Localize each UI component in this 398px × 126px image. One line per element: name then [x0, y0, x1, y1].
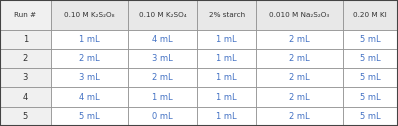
Bar: [128, 0, 197, 30]
Text: 1 mL: 1 mL: [217, 73, 237, 82]
Text: 2 mL: 2 mL: [289, 93, 310, 102]
Text: 1 mL: 1 mL: [217, 35, 237, 44]
Bar: [128, 49, 197, 68]
Bar: [197, 30, 256, 49]
Bar: [128, 30, 197, 49]
Bar: [128, 87, 197, 107]
Bar: [256, 68, 343, 87]
Bar: [0, 68, 51, 87]
Bar: [197, 87, 256, 107]
Text: 0.10 M K₂S₂O₈: 0.10 M K₂S₂O₈: [64, 12, 115, 18]
Bar: [256, 49, 343, 68]
Text: 4 mL: 4 mL: [152, 35, 173, 44]
Bar: [343, 0, 398, 30]
Text: 5 mL: 5 mL: [360, 54, 380, 63]
Text: 5 mL: 5 mL: [360, 73, 380, 82]
Text: 5 mL: 5 mL: [79, 112, 100, 121]
Bar: [343, 49, 398, 68]
Text: 2 mL: 2 mL: [289, 35, 310, 44]
Text: 2: 2: [23, 54, 28, 63]
Bar: [51, 30, 128, 49]
Text: 1 mL: 1 mL: [152, 93, 173, 102]
Text: 2 mL: 2 mL: [152, 73, 173, 82]
Text: 5: 5: [23, 112, 28, 121]
Bar: [0, 87, 51, 107]
Text: 4 mL: 4 mL: [79, 93, 100, 102]
Text: 2 mL: 2 mL: [79, 54, 100, 63]
Bar: [0, 49, 51, 68]
Text: 2 mL: 2 mL: [289, 112, 310, 121]
Text: 1 mL: 1 mL: [217, 54, 237, 63]
Bar: [197, 68, 256, 87]
Bar: [51, 87, 128, 107]
Bar: [343, 87, 398, 107]
Bar: [51, 68, 128, 87]
Bar: [256, 30, 343, 49]
Text: 2% starch: 2% starch: [209, 12, 245, 18]
Text: 0.010 M Na₂S₂O₃: 0.010 M Na₂S₂O₃: [269, 12, 330, 18]
Text: 2 mL: 2 mL: [289, 54, 310, 63]
Bar: [343, 107, 398, 126]
Bar: [0, 107, 51, 126]
Bar: [197, 49, 256, 68]
Text: 1 mL: 1 mL: [217, 112, 237, 121]
Bar: [197, 107, 256, 126]
Text: 1 mL: 1 mL: [79, 35, 100, 44]
Bar: [343, 30, 398, 49]
Bar: [0, 30, 51, 49]
Bar: [128, 68, 197, 87]
Bar: [343, 68, 398, 87]
Bar: [0, 0, 51, 30]
Bar: [51, 0, 128, 30]
Bar: [197, 0, 256, 30]
Text: Run #: Run #: [14, 12, 37, 18]
Text: 0.10 M K₂SO₄: 0.10 M K₂SO₄: [139, 12, 186, 18]
Bar: [256, 87, 343, 107]
Bar: [256, 0, 343, 30]
Bar: [51, 107, 128, 126]
Bar: [128, 107, 197, 126]
Text: 3: 3: [23, 73, 28, 82]
Text: 0 mL: 0 mL: [152, 112, 173, 121]
Bar: [256, 107, 343, 126]
Text: 1: 1: [23, 35, 28, 44]
Text: 0.20 M KI: 0.20 M KI: [353, 12, 387, 18]
Text: 3 mL: 3 mL: [152, 54, 173, 63]
Text: 5 mL: 5 mL: [360, 112, 380, 121]
Text: 5 mL: 5 mL: [360, 35, 380, 44]
Text: 2 mL: 2 mL: [289, 73, 310, 82]
Text: 4: 4: [23, 93, 28, 102]
Text: 5 mL: 5 mL: [360, 93, 380, 102]
Text: 1 mL: 1 mL: [217, 93, 237, 102]
Bar: [51, 49, 128, 68]
Text: 3 mL: 3 mL: [79, 73, 100, 82]
